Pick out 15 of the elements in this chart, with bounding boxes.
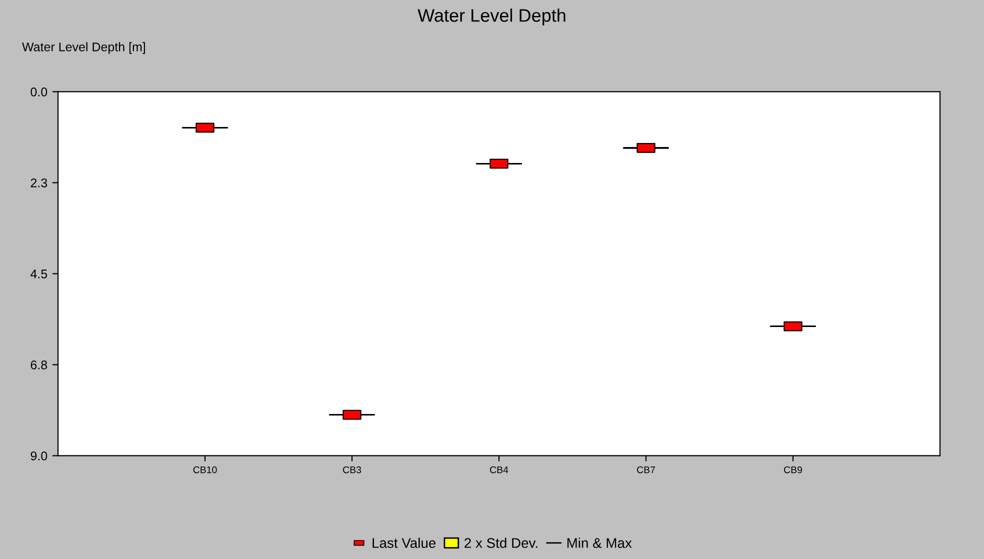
y-axis-title: Water Level Depth [m] — [22, 42, 145, 54]
x-tick-label: CB4 — [490, 466, 508, 474]
chart-title: Water Level Depth — [418, 8, 566, 26]
y-tick-label: 4.5 — [30, 270, 48, 278]
x-tick-label: CB10 — [193, 466, 217, 474]
y-tick-label: 9.0 — [30, 452, 48, 460]
legend-label: Last Value — [372, 538, 436, 548]
y-tick-label: 2.3 — [30, 178, 48, 188]
legend-label: Min & Max — [567, 538, 632, 548]
y-tick-label: 6.8 — [30, 360, 48, 370]
legend-label: 2 x Std Dev. — [464, 538, 538, 548]
x-tick-label: CB3 — [343, 466, 362, 474]
x-tick-label: CB7 — [637, 466, 655, 474]
x-tick-label: CB9 — [784, 466, 802, 474]
y-tick-label: 0.0 — [30, 88, 48, 96]
